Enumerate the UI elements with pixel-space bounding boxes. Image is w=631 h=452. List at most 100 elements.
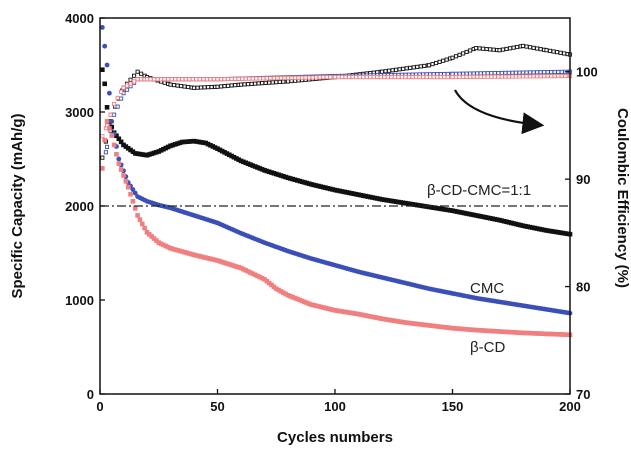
capacity-point: [210, 144, 216, 149]
capacity-point: [412, 202, 418, 207]
efficiency-point: [198, 85, 204, 90]
capacity-point: [523, 223, 528, 229]
capacity-point: [400, 200, 406, 206]
capacity-point: [349, 310, 354, 316]
capacity-point: [309, 302, 314, 307]
capacity-point: [384, 317, 389, 322]
capacity-point: [137, 151, 143, 157]
capacity-point: [563, 231, 568, 236]
efficiency-point: [226, 83, 231, 88]
efficiency-point: [209, 84, 214, 90]
capacity-point: [363, 193, 368, 199]
capacity-point: [403, 200, 408, 206]
efficiency-point: [104, 144, 110, 149]
capacity-point: [407, 320, 413, 326]
efficiency-point: [477, 46, 482, 51]
capacity-point: [393, 199, 399, 204]
capacity-point: [332, 187, 338, 193]
y-tick-label: 4000: [65, 11, 94, 26]
efficiency-point: [222, 77, 227, 82]
efficiency-point: [182, 84, 187, 89]
efficiency-point: [206, 85, 211, 90]
efficiency-point: [547, 48, 553, 53]
efficiency-point: [385, 75, 390, 80]
efficiency-point: [168, 82, 173, 87]
efficiency-point: [478, 74, 483, 79]
capacity-point: [497, 329, 502, 334]
capacity-point: [276, 172, 281, 178]
capacity-point: [259, 167, 265, 172]
capacity-point: [262, 277, 267, 282]
efficiency-point: [499, 70, 504, 76]
capacity-point: [111, 142, 117, 148]
efficiency-point: [378, 75, 383, 80]
capacity-point: [506, 329, 512, 335]
efficiency-point: [132, 73, 137, 78]
capacity-point: [123, 179, 129, 184]
capacity-point: [264, 168, 270, 174]
efficiency-point: [453, 54, 459, 59]
efficiency-point: [132, 79, 137, 84]
x-tick-label: 150: [442, 399, 464, 414]
efficiency-point: [496, 70, 501, 76]
capacity-point: [252, 164, 258, 169]
efficiency-point: [307, 75, 312, 80]
capacity-point: [454, 209, 460, 214]
capacity-point: [269, 170, 274, 175]
efficiency-point: [424, 75, 429, 80]
efficiency-point: [461, 74, 466, 80]
capacity-point: [431, 205, 436, 210]
capacity-point: [513, 330, 519, 335]
efficiency-point: [417, 75, 422, 80]
efficiency-point: [194, 77, 199, 82]
efficiency-point: [277, 79, 282, 84]
efficiency-point: [426, 63, 432, 68]
capacity-point: [555, 230, 561, 235]
efficiency-point: [321, 75, 326, 80]
capacity-point: [201, 254, 206, 260]
capacity-point: [478, 214, 483, 219]
y-tick-label: 1000: [65, 293, 94, 308]
efficiency-series-beta_cd_cmc: [100, 43, 573, 160]
efficiency-point: [202, 85, 207, 90]
capacity-point: [132, 151, 138, 156]
capacity-point: [464, 211, 469, 216]
capacity-point: [485, 215, 491, 221]
capacity-point: [497, 217, 502, 223]
capacity-point: [203, 140, 209, 146]
efficiency-point: [524, 70, 529, 75]
efficiency-point: [357, 75, 362, 80]
efficiency-point: [332, 75, 338, 80]
efficiency-point: [390, 68, 395, 73]
capacity-point: [313, 183, 319, 188]
efficiency-point: [555, 50, 560, 55]
capacity-point: [492, 328, 498, 334]
efficiency-point: [396, 75, 401, 80]
efficiency-point: [545, 74, 550, 79]
capacity-point: [125, 184, 131, 190]
efficiency-point: [549, 70, 554, 75]
capacity-point: [172, 247, 178, 252]
capacity-point: [250, 271, 256, 276]
capacity-point: [391, 318, 397, 323]
efficiency-point: [159, 77, 164, 82]
capacity-point: [231, 154, 237, 160]
efficiency-point: [464, 71, 469, 76]
efficiency-point: [559, 69, 564, 74]
capacity-point: [386, 198, 392, 203]
capacity-point: [187, 139, 192, 144]
capacity-point: [457, 209, 462, 215]
capacity-point: [172, 142, 178, 147]
capacity-point: [191, 138, 197, 144]
capacity-point: [137, 217, 143, 222]
capacity-point: [208, 142, 213, 148]
efficiency-point: [499, 74, 504, 79]
efficiency-point: [434, 60, 439, 66]
efficiency-point: [128, 77, 133, 82]
x-tick-label: 100: [324, 399, 346, 414]
capacity-point: [344, 309, 350, 315]
capacity-point: [142, 152, 147, 158]
capacity-point: [363, 313, 368, 318]
